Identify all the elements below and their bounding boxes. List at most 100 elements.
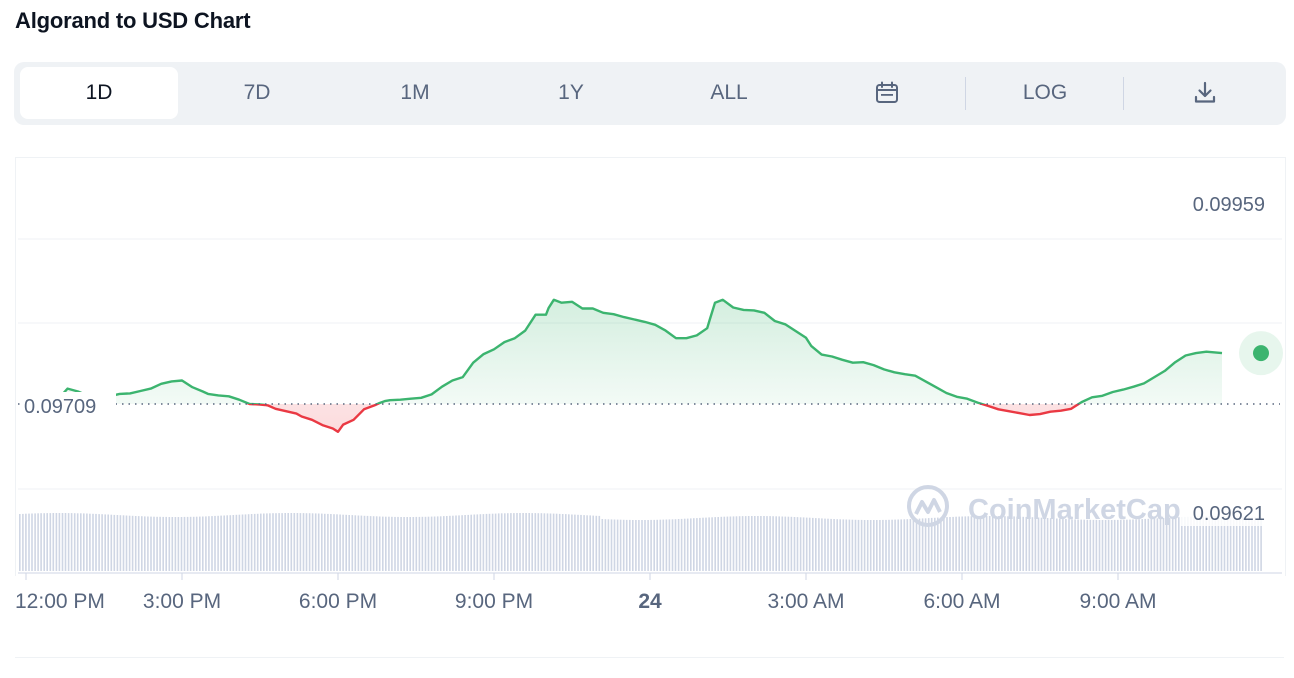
volume-bar (76, 513, 79, 571)
volume-bar (952, 516, 954, 571)
tab-1m[interactable]: 1M (400, 81, 430, 104)
volume-bar (906, 519, 909, 571)
volume-bar (134, 516, 137, 571)
volume-bar (372, 516, 375, 571)
volume-bar (815, 518, 817, 571)
volume-bar (1193, 516, 1195, 571)
volume-bar (199, 516, 201, 571)
volume-bar (266, 513, 268, 571)
toolbar-divider (965, 77, 966, 110)
volume-bar (1013, 516, 1015, 571)
volume-bar (446, 516, 448, 571)
volume-bar (561, 514, 564, 571)
volume-bar (900, 519, 902, 571)
volume-bar (1141, 519, 1143, 571)
volume-bar (991, 516, 994, 571)
volume-bar (278, 513, 280, 571)
volume-bar (754, 516, 756, 571)
volume-bar (1217, 516, 1220, 571)
volume-bar (683, 518, 686, 571)
volume-bar (625, 519, 628, 571)
volume-bar (397, 516, 399, 571)
volume-bar (1107, 520, 1110, 571)
volume-bar (1156, 518, 1159, 571)
volume-bar (1052, 518, 1055, 571)
volume-bar (70, 513, 73, 571)
volume-bar (735, 516, 738, 571)
volume-bar (1159, 518, 1162, 571)
volume-bar (119, 515, 122, 571)
volume-bar (491, 513, 494, 571)
price-line-up (46, 298, 1223, 404)
date-range-button[interactable] (808, 67, 966, 119)
volume-bar (601, 519, 604, 571)
tab-1d[interactable]: 1D (20, 67, 178, 119)
volume-bar (751, 516, 753, 571)
volume-bar (1043, 517, 1046, 571)
volume-bar (284, 513, 286, 571)
volume-bar (412, 517, 415, 571)
tab-all[interactable]: ALL (710, 81, 748, 104)
volume-bar (909, 519, 912, 571)
volume-bar (223, 515, 225, 571)
volume-bar (147, 516, 149, 571)
tab-7d[interactable]: 7D (243, 81, 271, 104)
volume-bar (1071, 519, 1073, 571)
volume-bar (424, 516, 427, 571)
volume-bar (818, 518, 820, 571)
volume-bar (1239, 516, 1241, 571)
chart-toolbar: 1D 7D 1M 1Y ALL LOG (14, 62, 1286, 125)
volume-bar (1034, 517, 1037, 571)
volume-bar (1138, 519, 1140, 571)
volume-bar (476, 514, 479, 571)
volume-bar (1248, 516, 1250, 571)
volume-bar (479, 514, 482, 571)
volume-bar (1126, 519, 1128, 571)
volume-bar (1178, 517, 1180, 571)
volume-bar (955, 516, 957, 571)
volume-bar (729, 516, 732, 571)
volume-bar (186, 516, 189, 571)
volume-bar (696, 518, 698, 571)
volume-bar (168, 517, 171, 571)
volume-bar (192, 516, 195, 571)
volume-bar (61, 513, 64, 571)
log-scale-toggle[interactable]: LOG (1022, 81, 1068, 104)
tab-1y[interactable]: 1Y (558, 81, 584, 104)
volume-bar (449, 515, 451, 571)
area-above-reference (46, 299, 1222, 404)
volume-bar (171, 517, 174, 571)
volume-bar (116, 515, 119, 571)
volume-bar (162, 516, 164, 571)
volume-bar (1235, 516, 1238, 571)
volume-bar (467, 514, 469, 571)
volume-bar (772, 516, 774, 571)
volume-bar (144, 516, 146, 571)
volume-bar (305, 513, 308, 571)
volume-bar (49, 513, 52, 571)
volume-bar (702, 517, 704, 571)
volume-bar (324, 513, 326, 571)
volume-bar (1208, 516, 1211, 571)
volume-bar (903, 519, 906, 571)
volume-bar (543, 513, 546, 571)
volume-bar (726, 516, 729, 571)
volume-bar (522, 513, 524, 571)
volume-bar (1132, 519, 1134, 571)
volume-bar (668, 519, 671, 571)
volume-bar (40, 513, 42, 571)
download-button[interactable] (1124, 67, 1286, 119)
volume-bar (330, 514, 332, 571)
volume-bar (1190, 516, 1192, 571)
volume-bar (473, 514, 476, 571)
volume-bar (452, 515, 454, 571)
volume-bar (1101, 520, 1104, 571)
volume-bar (433, 516, 436, 571)
volume-bar (400, 517, 402, 571)
volume-bar (98, 514, 100, 571)
volume-bar (497, 513, 500, 571)
volume-bar (720, 516, 723, 571)
volume-bar (799, 517, 802, 571)
volume-bar (552, 513, 555, 571)
